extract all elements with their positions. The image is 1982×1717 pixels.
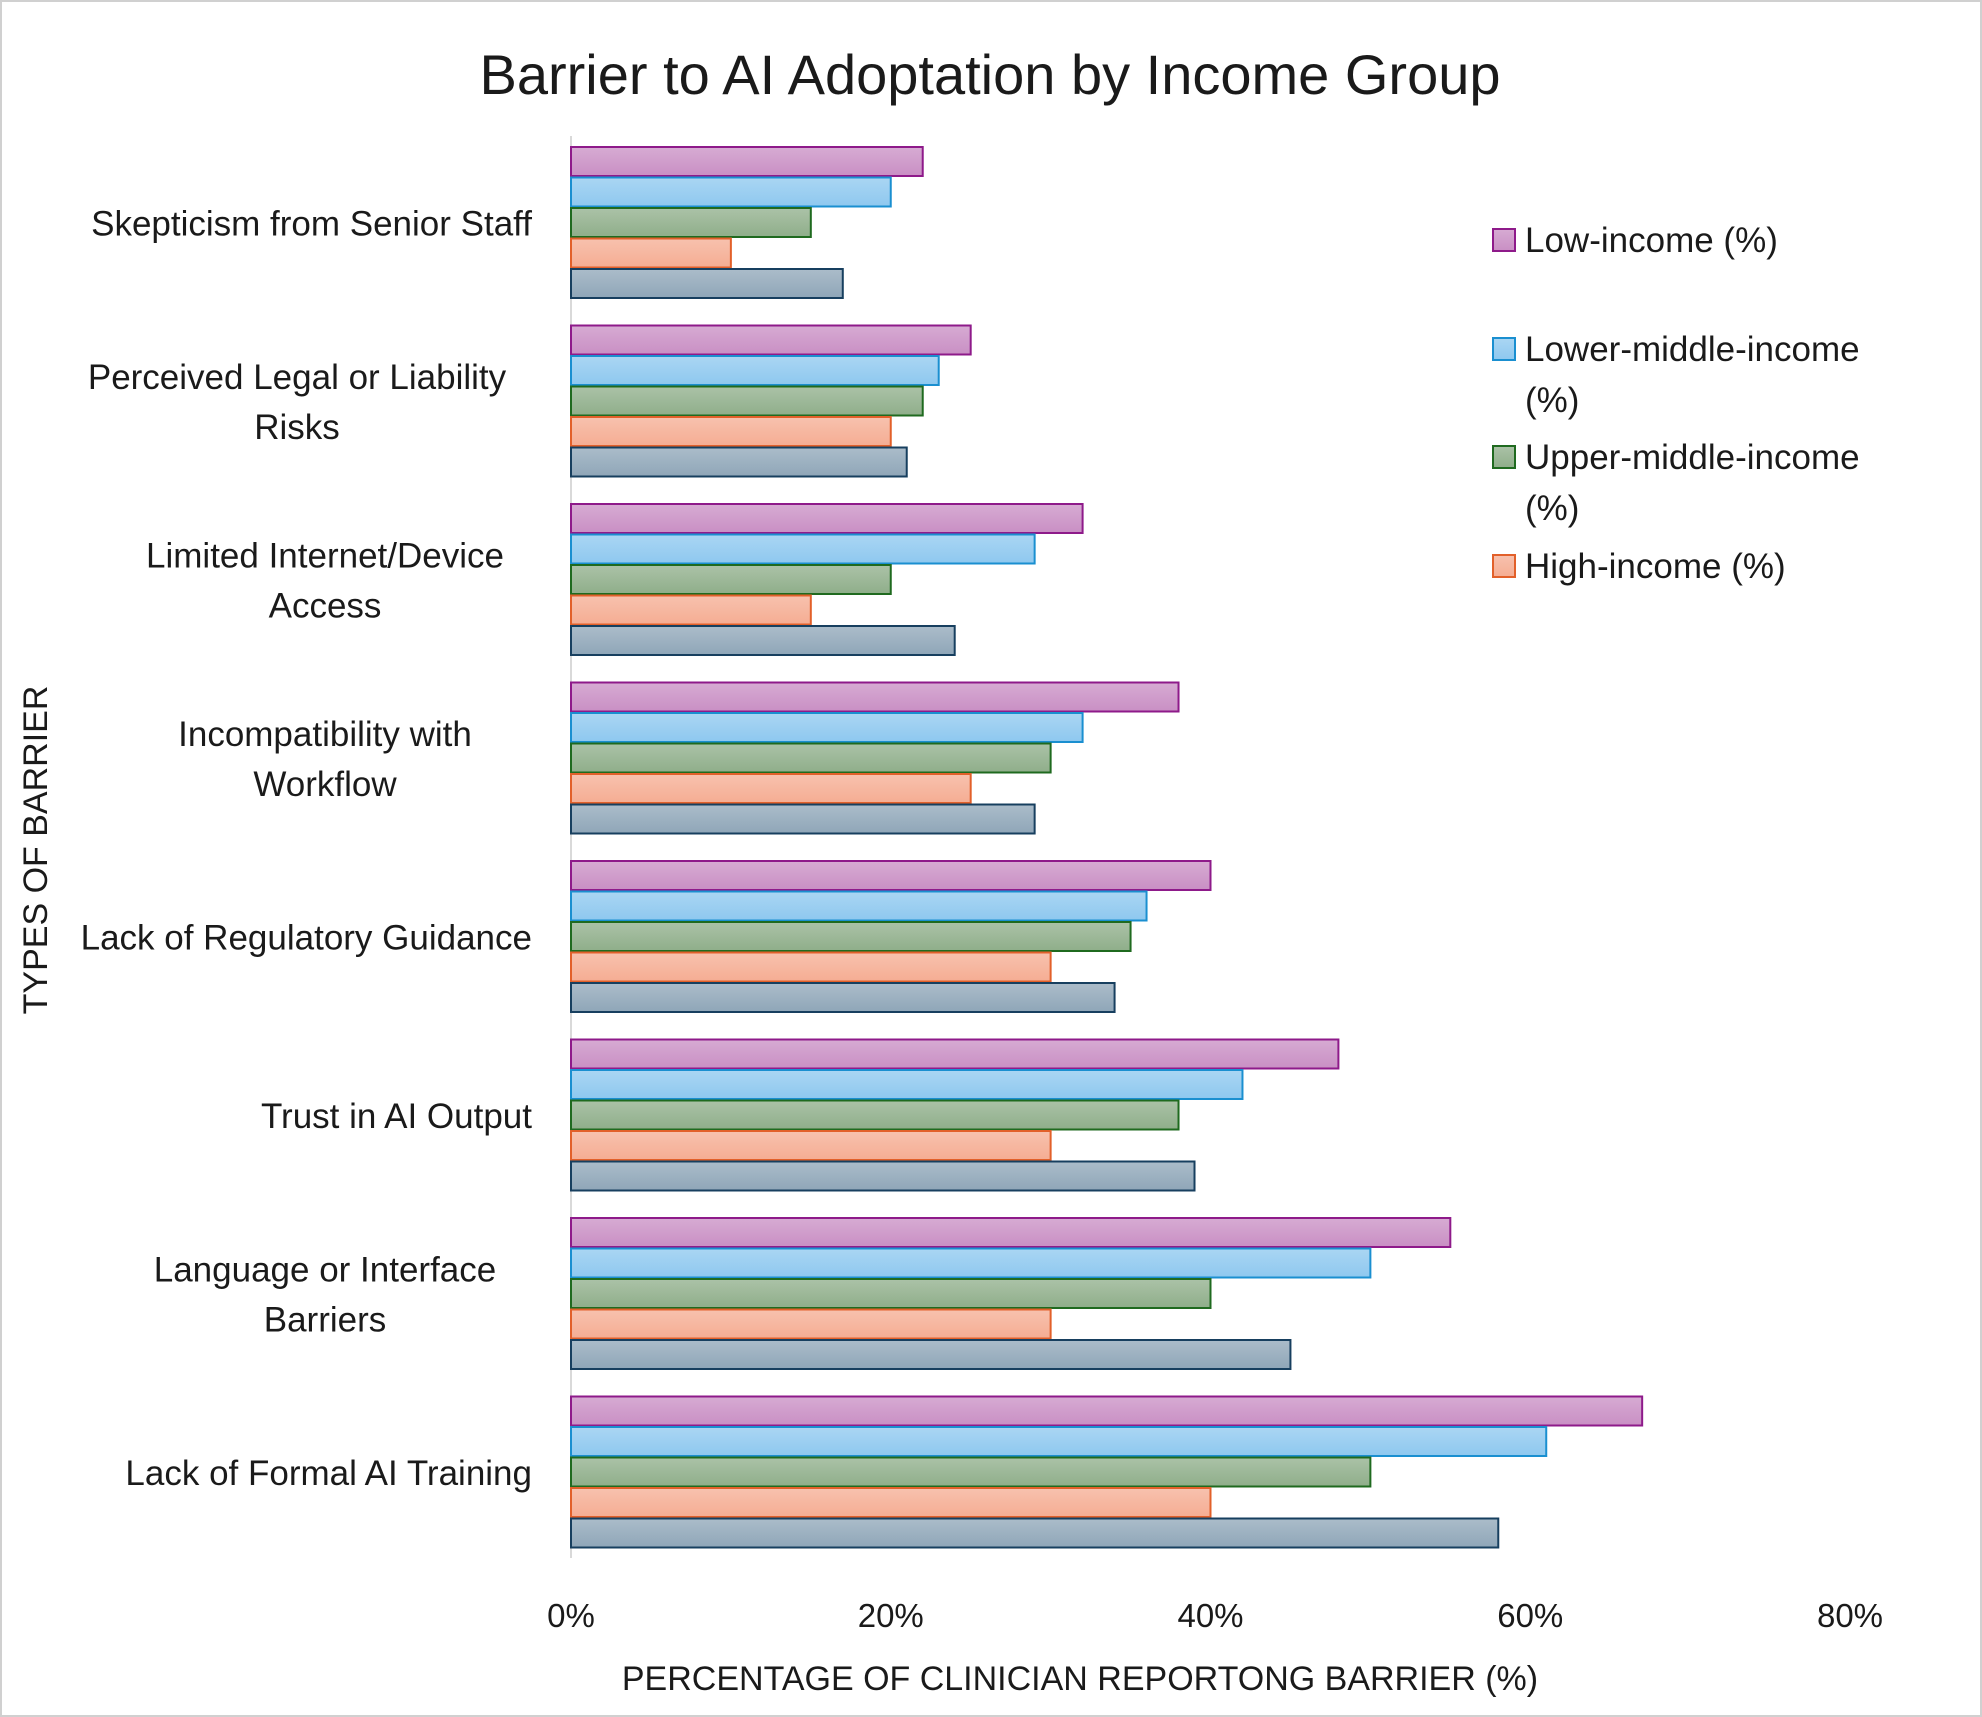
legend-swatch-high-income xyxy=(1492,554,1516,578)
bar-perceived-legal-or-liability-risks-high-income xyxy=(570,416,892,447)
bar-lack-of-formal-ai-training-average xyxy=(570,1517,1500,1549)
bar-lack-of-regulatory-guidance-low-income xyxy=(570,860,1212,891)
x-tick-label: 40% xyxy=(1177,1597,1243,1634)
bar-skepticism-from-senior-staff-low-income xyxy=(570,146,924,177)
bar-lack-of-regulatory-guidance-average xyxy=(570,982,1116,1013)
bar-lack-of-formal-ai-training-low-income xyxy=(570,1395,1644,1427)
y-axis-title: TYPES OF BARRIER xyxy=(17,686,55,1015)
category-label: Lack of Regulatory Guidance xyxy=(81,918,532,957)
x-axis-title: PERCENTAGE OF CLINICIAN REPORTONG BARRIE… xyxy=(622,1660,1538,1698)
bar-trust-in-ai-output-lower-middle-income xyxy=(570,1069,1244,1100)
category-label: Skepticism from Senior Staff xyxy=(91,204,532,243)
bar-skepticism-from-senior-staff-lower-middle-income xyxy=(570,176,892,208)
bar-limited-internet-device-access-low-income xyxy=(570,503,1084,534)
bar-trust-in-ai-output-upper-middle-income xyxy=(570,1099,1180,1131)
bar-limited-internet-device-access-high-income xyxy=(570,594,812,626)
bar-skepticism-from-senior-staff-high-income xyxy=(570,237,732,269)
bar-skepticism-from-senior-staff-average xyxy=(570,268,844,299)
category-label: Language or Interface Barriers xyxy=(154,1250,496,1339)
legend-label-lower-middle-income: Lower-middle-income (%) xyxy=(1525,330,1860,420)
bar-trust-in-ai-output-average xyxy=(570,1160,1196,1192)
bar-lack-of-regulatory-guidance-high-income xyxy=(570,951,1052,983)
bar-limited-internet-device-access-lower-middle-income xyxy=(570,533,1036,565)
legend-label-high-income: High-income (%) xyxy=(1525,547,1786,586)
bars xyxy=(570,146,1644,1549)
bar-incompatibility-with-workflow-average xyxy=(570,803,1036,835)
bar-incompatibility-with-workflow-high-income xyxy=(570,773,972,804)
x-tick-labels: 0% 20% 40% 60% 80% xyxy=(547,1597,1883,1634)
bar-language-or-interface-barriers-lower-middle-income xyxy=(570,1247,1372,1279)
bar-limited-internet-device-access-upper-middle-income xyxy=(570,564,892,595)
legend-label-upper-middle-income: Upper-middle-income (%) xyxy=(1525,438,1860,528)
bar-language-or-interface-barriers-low-income xyxy=(570,1217,1452,1248)
x-tick-label: 80% xyxy=(1817,1597,1883,1634)
category-label: Trust in AI Output xyxy=(261,1097,532,1136)
bar-perceived-legal-or-liability-risks-lower-middle-income xyxy=(570,355,940,386)
bar-limited-internet-device-access-average xyxy=(570,625,956,656)
x-tick-label: 20% xyxy=(858,1597,924,1634)
category-label: Perceived Legal or Liability Risks xyxy=(88,358,507,447)
legend: Low-income (%) Lower-middle-income (%) Uppe… xyxy=(1492,221,1860,586)
bar-incompatibility-with-workflow-upper-middle-income xyxy=(570,742,1052,774)
bar-incompatibility-with-workflow-lower-middle-income xyxy=(570,712,1084,743)
bar-language-or-interface-barriers-upper-middle-income xyxy=(570,1278,1212,1309)
bar-skepticism-from-senior-staff-upper-middle-income xyxy=(570,207,812,238)
legend-swatch-upper-middle-income xyxy=(1492,445,1516,469)
bar-lack-of-formal-ai-training-upper-middle-income xyxy=(570,1456,1372,1488)
legend-swatch-low-income xyxy=(1492,228,1516,252)
bar-trust-in-ai-output-low-income xyxy=(570,1038,1340,1070)
bar-perceived-legal-or-liability-risks-upper-middle-income xyxy=(570,385,924,417)
bar-incompatibility-with-workflow-low-income xyxy=(570,681,1180,713)
bar-lack-of-regulatory-guidance-lower-middle-income xyxy=(570,890,1148,922)
category-label: Incompatibility with Workflow xyxy=(178,715,472,804)
legend-swatch-lower-middle-income xyxy=(1492,337,1516,361)
bar-lack-of-formal-ai-training-lower-middle-income xyxy=(570,1426,1548,1457)
x-tick-label: 60% xyxy=(1497,1597,1563,1634)
legend-label-low-income: Low-income (%) xyxy=(1525,221,1778,260)
bar-lack-of-regulatory-guidance-upper-middle-income xyxy=(570,921,1132,952)
bar-lack-of-formal-ai-training-high-income xyxy=(570,1487,1212,1518)
bar-language-or-interface-barriers-high-income xyxy=(570,1308,1052,1340)
bar-perceived-legal-or-liability-risks-low-income xyxy=(570,324,972,356)
chart-title: Barrier to AI Adoptation by Income Group xyxy=(479,43,1500,106)
x-tick-label: 0% xyxy=(547,1597,595,1634)
category-labels: Skepticism from Senior Staff Perceived Le… xyxy=(81,204,533,1493)
bar-trust-in-ai-output-high-income xyxy=(570,1130,1052,1161)
bar-perceived-legal-or-liability-risks-average xyxy=(570,446,908,478)
bar-language-or-interface-barriers-average xyxy=(570,1339,1292,1370)
category-label: Lack of Formal AI Training xyxy=(125,1454,532,1493)
category-label: Limited Internet/Device Access xyxy=(146,536,504,625)
